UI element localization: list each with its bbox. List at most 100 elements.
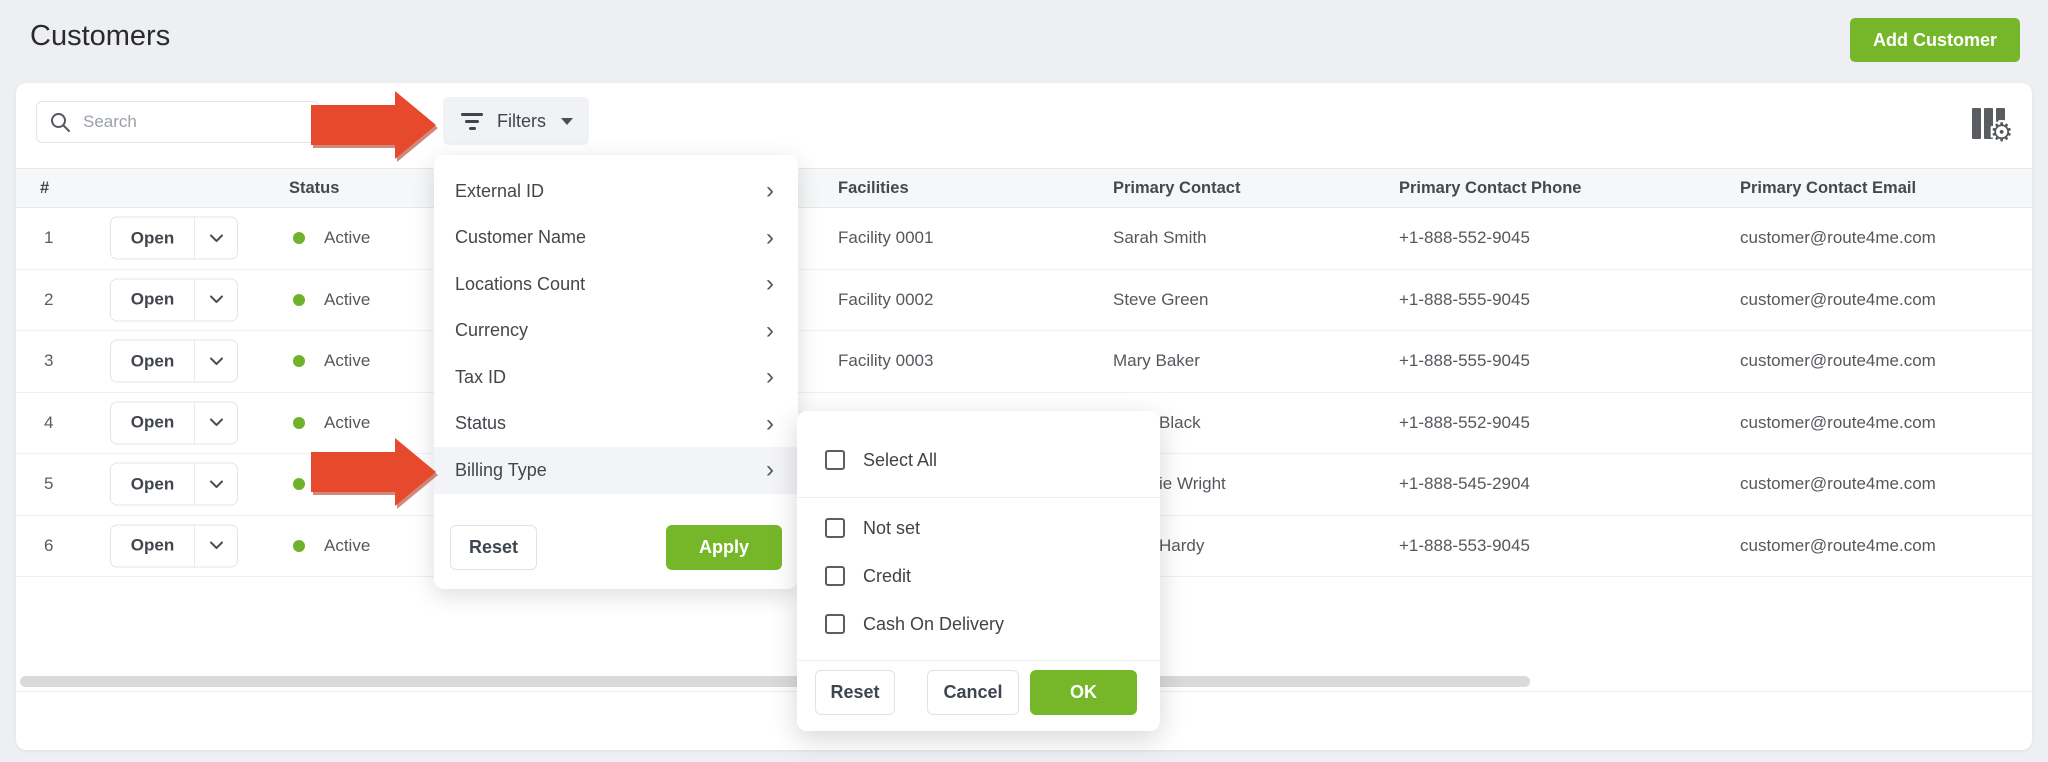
filter-menu-item-tax-id[interactable]: Tax ID ›: [434, 354, 798, 401]
primary-contact-phone-cell: +1-888-555-9045: [1399, 351, 1530, 371]
filter-menu-item-label: Locations Count: [455, 273, 586, 294]
row-index: 2: [44, 289, 54, 309]
primary-contact-phone-cell: +1-888-553-9045: [1399, 535, 1530, 555]
chevron-down-icon[interactable]: [195, 480, 237, 488]
open-button[interactable]: Open: [110, 278, 238, 322]
divider: [194, 402, 195, 444]
primary-contact-cell: Steve Green: [1113, 289, 1209, 309]
select-all-checkbox[interactable]: [825, 450, 845, 470]
status-dot: [293, 232, 305, 245]
filter-menu-item-label: Customer Name: [455, 227, 587, 248]
row-index: 5: [44, 474, 54, 494]
primary-contact-email-cell: customer@route4me.com: [1740, 412, 1936, 432]
open-button[interactable]: Open: [110, 401, 238, 445]
facility-cell: Facility 0003: [838, 351, 934, 371]
filter-menu-item-label: Billing Type: [455, 459, 547, 480]
chevron-down-icon[interactable]: [195, 234, 237, 242]
filter-menu-item-currency[interactable]: Currency ›: [434, 308, 798, 355]
filter-menu-item-customer-name[interactable]: Customer Name ›: [434, 215, 798, 262]
header-facilities: Facilities: [838, 179, 909, 197]
filters-apply-button[interactable]: Apply: [666, 525, 782, 570]
filter-menu-item-label: Status: [455, 413, 507, 434]
select-all-label: Select All: [863, 449, 938, 470]
header-status: Status: [289, 179, 340, 197]
facility-cell: Facility 0002: [838, 289, 934, 309]
primary-contact-cell: ie Wright: [1159, 474, 1226, 494]
column-settings-icon[interactable]: ⚙: [1972, 106, 2018, 150]
divider: [797, 660, 1160, 661]
popup-ok-button[interactable]: OK: [1030, 670, 1137, 715]
checkbox-cash-on-delivery[interactable]: [825, 614, 845, 634]
filter-menu-item-billing-type[interactable]: Billing Type ›: [434, 447, 798, 494]
billing-type-option-cash-on-delivery[interactable]: Cash On Delivery: [797, 600, 1160, 648]
chevron-down-icon[interactable]: [195, 418, 237, 427]
chevron-right-icon: ›: [766, 363, 774, 391]
billing-type-option-not-set[interactable]: Not set: [797, 504, 1160, 552]
chevron-right-icon: ›: [766, 270, 774, 298]
primary-contact-email-cell: customer@route4me.com: [1740, 474, 1936, 494]
filter-menu-item-status[interactable]: Status ›: [434, 401, 798, 448]
primary-contact-phone-cell: +1-888-555-9045: [1399, 289, 1530, 309]
row-index: 1: [44, 228, 54, 248]
primary-contact-phone-cell: +1-888-545-2904: [1399, 474, 1530, 494]
open-button-label: Open: [130, 474, 175, 494]
option-label: Not set: [863, 517, 921, 538]
chevron-right-icon: ›: [766, 316, 774, 344]
primary-contact-cell: Hardy: [1159, 535, 1205, 555]
table-header: # Status Facilities Primary Contact Prim…: [16, 168, 2032, 208]
primary-contact-cell: Sarah Smith: [1113, 228, 1207, 248]
open-button-label: Open: [130, 351, 175, 371]
filter-menu-item-locations-count[interactable]: Locations Count ›: [434, 261, 798, 308]
open-button-label: Open: [130, 228, 175, 248]
filter-menu-item-label: External ID: [455, 180, 545, 201]
billing-type-popup: Select All Not set Credit Cash On Delivery…: [797, 411, 1160, 731]
status-label: Active: [324, 228, 371, 248]
checkbox-not-set[interactable]: [825, 518, 845, 538]
header-primary-contact: Primary Contact: [1113, 179, 1241, 197]
billing-type-option-credit[interactable]: Credit: [797, 552, 1160, 600]
status-label: Active: [324, 351, 371, 371]
option-label: Credit: [863, 565, 912, 586]
filters-reset-button[interactable]: Reset: [450, 525, 537, 570]
chevron-down-icon[interactable]: [195, 357, 237, 365]
popup-reset-button[interactable]: Reset: [815, 670, 895, 715]
open-button-label: Open: [130, 535, 175, 555]
open-button[interactable]: Open: [110, 524, 238, 568]
status-label: Active: [324, 412, 371, 432]
filter-menu-item-label: Currency: [455, 320, 529, 341]
option-label: Cash On Delivery: [863, 613, 1005, 634]
table-row: 3 Open Active Facility 0003 Mary Baker +1-888…: [16, 331, 2032, 393]
chevron-right-icon: ›: [766, 456, 774, 484]
add-customer-button[interactable]: Add Customer: [1850, 18, 2020, 62]
open-button-label: Open: [130, 412, 175, 432]
facility-cell: Facility 0001: [838, 228, 934, 248]
open-button[interactable]: Open: [110, 462, 238, 506]
header-index: #: [40, 179, 50, 197]
primary-contact-phone-cell: +1-888-552-9045: [1399, 228, 1530, 248]
primary-contact-email-cell: customer@route4me.com: [1740, 289, 1936, 309]
open-button[interactable]: Open: [110, 216, 238, 260]
table-row: 2 Open Active Facility 0002 Steve Green +1-88…: [16, 269, 2032, 331]
filters-menu-list: External ID › Customer Name › Locations Coun…: [434, 168, 798, 494]
filter-menu-item-external-id[interactable]: External ID ›: [434, 168, 798, 215]
chevron-right-icon: ›: [766, 409, 774, 437]
filters-button[interactable]: Filters: [443, 97, 589, 145]
page-title: Customers: [30, 20, 171, 52]
chevron-down-icon[interactable]: [195, 541, 237, 550]
filter-menu-item-label: Tax ID: [455, 366, 507, 387]
popup-cancel-button[interactable]: Cancel: [927, 670, 1019, 715]
search-input[interactable]: [36, 101, 320, 143]
row-index: 4: [44, 412, 54, 432]
status-label: Active: [324, 474, 371, 494]
primary-contact-cell: Black: [1159, 412, 1201, 432]
select-all-option[interactable]: Select All: [797, 436, 1160, 484]
open-button[interactable]: Open: [110, 339, 238, 383]
status-dot: [293, 293, 305, 306]
horizontal-scrollbar[interactable]: [20, 676, 1530, 687]
primary-contact-email-cell: customer@route4me.com: [1740, 228, 1936, 248]
row-index: 6: [44, 535, 54, 555]
checkbox-credit[interactable]: [825, 566, 845, 586]
divider: [194, 279, 195, 321]
chevron-down-icon[interactable]: [195, 295, 237, 304]
